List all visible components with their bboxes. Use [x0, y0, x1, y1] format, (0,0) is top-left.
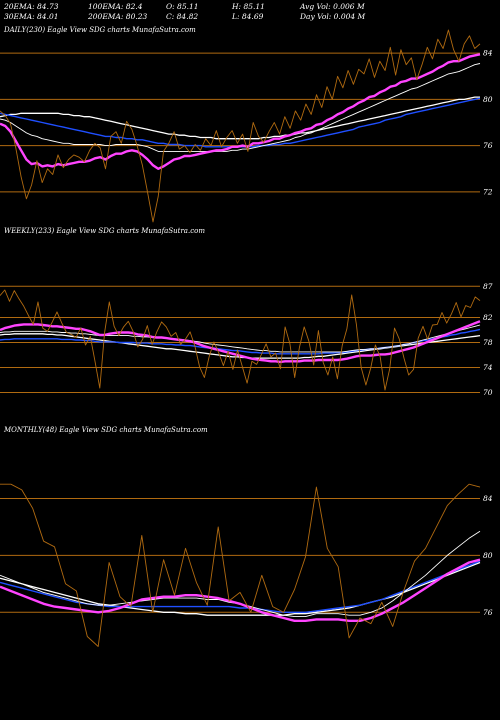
weekly-ema-long-line [0, 289, 481, 391]
header-day-volume: Day Vol: 0.004 M [300, 12, 366, 21]
monthly-ytick-label: 80 [483, 551, 493, 560]
weekly-ytick-label: 70 [483, 388, 493, 397]
daily-ytick-label: 76 [483, 141, 493, 150]
weekly-ema-200-line [0, 320, 481, 364]
daily-ema-mid-line [0, 63, 481, 152]
monthly-ema-long-line [0, 483, 481, 647]
monthly-ytick-label: 76 [483, 608, 493, 617]
monthly-price-line [0, 561, 481, 616]
daily-ytick-label: 80 [483, 95, 493, 104]
header-ema20: 20EMA: 84.73 [4, 2, 59, 11]
header-open: O: 85.11 [166, 2, 199, 11]
header-high: H: 85.11 [232, 2, 265, 11]
daily-ema-long-line [0, 29, 481, 223]
header-close: C: 84.82 [166, 12, 199, 21]
monthly-panel-title: MONTHLY(48) Eagle View SDG charts Munafa… [4, 426, 208, 434]
header-avg-volume: Avg Vol: 0.006 M [300, 2, 365, 11]
daily-ytick-label: 72 [483, 187, 493, 196]
header-ema100: 100EMA: 82.4 [88, 2, 143, 11]
header-low: L: 84.69 [232, 12, 264, 21]
weekly-panel-title: WEEKLY(233) Eagle View SDG charts Munafa… [4, 227, 205, 235]
monthly-ytick-label: 84 [483, 494, 493, 503]
monthly-ema-short-line [0, 560, 481, 613]
daily-price-line [0, 96, 480, 140]
daily-ytick-label: 84 [483, 49, 493, 58]
weekly-ytick-label: 74 [483, 363, 493, 372]
daily-ema-200-line [0, 53, 481, 171]
weekly-ytick-label: 78 [483, 338, 493, 347]
header-ema200: 200EMA: 80.23 [88, 12, 148, 21]
weekly-ytick-label: 87 [483, 282, 493, 291]
weekly-ema-mid-line [0, 324, 481, 353]
daily-panel-title: DAILY(230) Eagle View SDG charts MunafaS… [4, 26, 196, 34]
header-ema30: 30EMA: 84.01 [4, 12, 59, 21]
weekly-ytick-label: 82 [483, 313, 493, 322]
